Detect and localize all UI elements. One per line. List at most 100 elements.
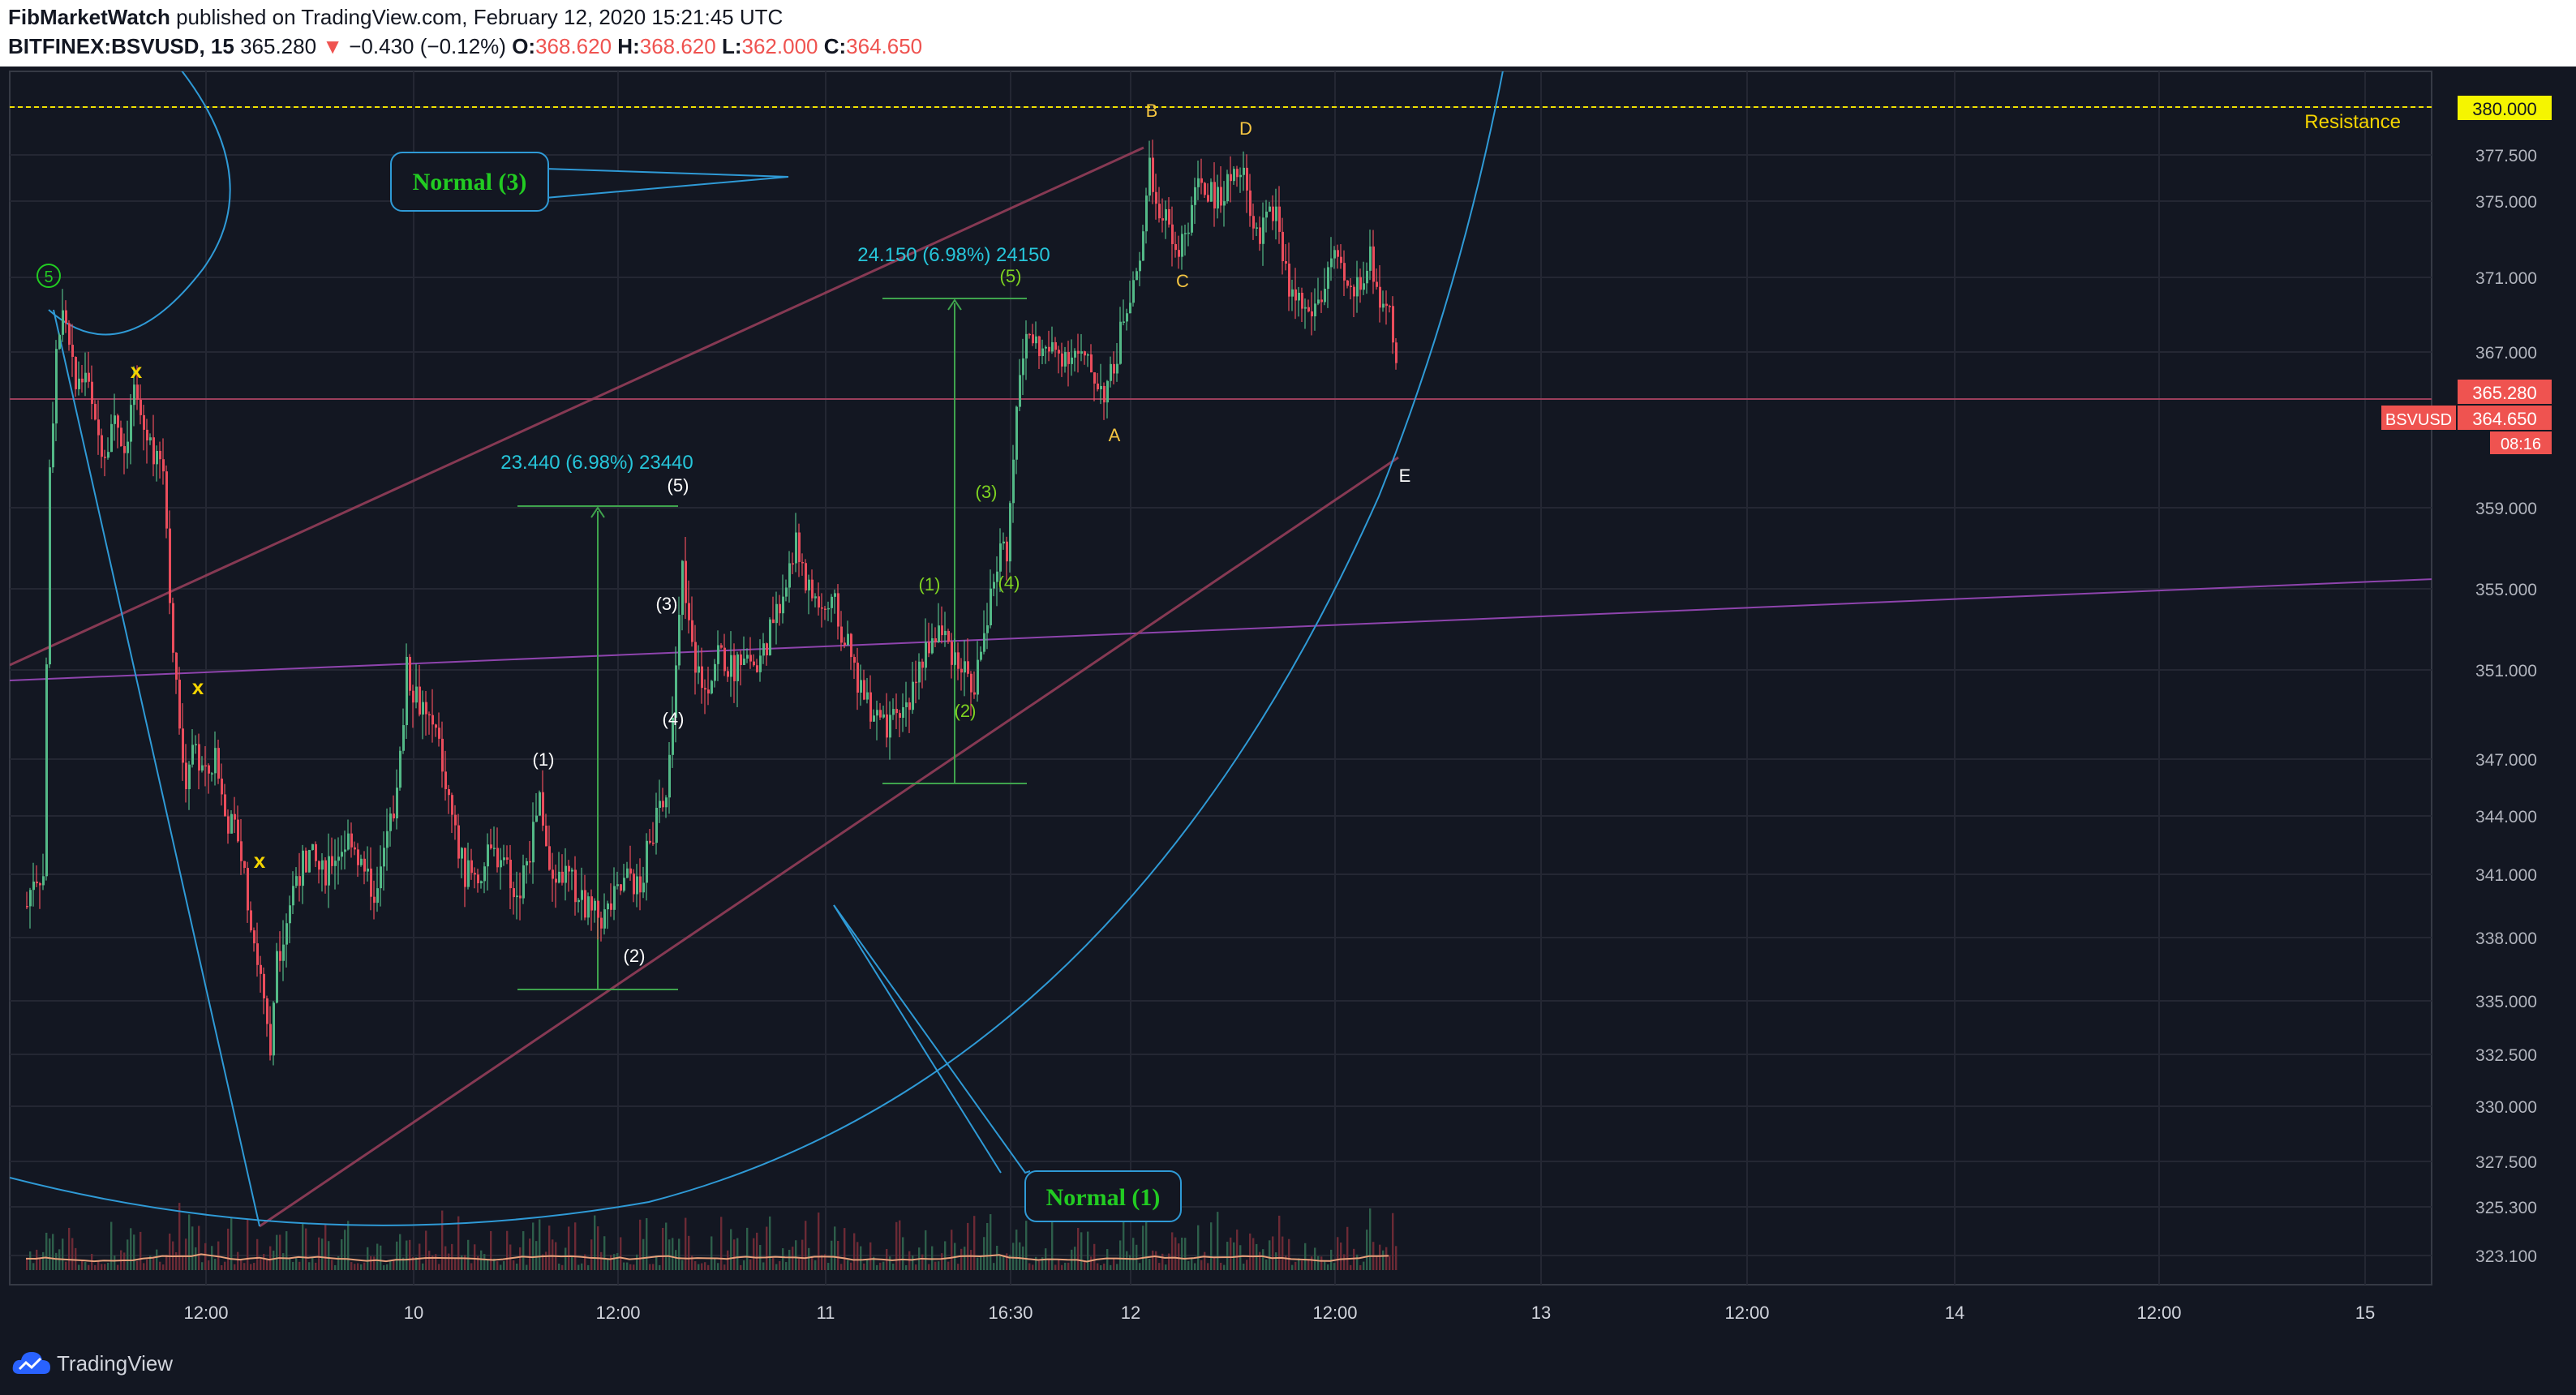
volume-bar [571,1256,573,1270]
volume-bar [234,1264,236,1270]
volume-bar [542,1254,544,1270]
candle [49,459,51,668]
candle [633,869,635,903]
candle [29,887,32,929]
volume-bar [876,1264,878,1270]
volume-bar [1213,1257,1216,1270]
candle [341,835,343,870]
volume-bar [701,1263,703,1270]
candle [652,822,655,846]
volume-bar [1337,1237,1339,1270]
volume-bar [522,1231,525,1270]
volume-bar [665,1222,668,1270]
candle [863,669,865,701]
channel-lower-line[interactable] [259,456,1399,1228]
tradingview-cloud-icon[interactable] [11,1350,52,1377]
volume-bar [1246,1260,1248,1270]
candle [127,420,129,469]
purple-trendline[interactable] [10,578,2433,681]
candle [71,324,74,377]
candle [659,779,661,823]
volume-bar [1051,1217,1054,1270]
candle [474,867,476,889]
candle [425,690,427,736]
volume-bar [39,1258,41,1270]
candle [629,845,632,881]
volume-bar [298,1261,301,1270]
white-wave-5: (5) [668,475,689,496]
candle [1058,346,1060,374]
volume-bar [990,1214,992,1270]
volume-bar [470,1263,473,1270]
candle [451,792,453,834]
volume-bar [720,1217,723,1270]
callout-normal-3[interactable]: Normal (3) [390,152,789,212]
tradingview-brand[interactable]: TradingView [57,1351,174,1376]
candle [393,795,395,822]
volume-bar [1061,1264,1063,1270]
candle [824,606,826,620]
price-axis[interactable]: 380.000 377.500 375.000 371.000 367.000 359.0… [2475,99,2537,1266]
candle [743,636,745,666]
volume-bar [302,1223,304,1270]
price-chart[interactable]: Normal (3) Normal (1) 23.440 (6.98%) 234… [0,67,2576,1333]
callout-normal-1[interactable]: Normal (1) [833,904,1182,1222]
candle [1087,353,1089,367]
x-tick-label: 12:00 [2136,1303,2181,1323]
candle [1311,292,1313,336]
candle [853,654,856,680]
volume-bar [1278,1215,1281,1270]
candle [1288,243,1290,311]
publisher-name[interactable]: FibMarketWatch [8,5,170,29]
candle [957,642,960,680]
candle [759,639,762,682]
volume-bar [188,1214,191,1270]
candle [1262,202,1264,266]
candle [1233,165,1235,185]
candle [389,807,392,847]
candle [775,591,778,645]
volume-bar [1392,1213,1394,1270]
volume-bar [237,1251,239,1270]
volume-bar [847,1260,849,1270]
candle [539,790,541,816]
candle [444,750,447,801]
volume-bar [448,1253,450,1270]
volume-bar [162,1264,165,1270]
y-tick-label: 377.500 [2475,147,2537,165]
volume-bar [292,1261,294,1270]
volume-bar [561,1264,564,1270]
candle [1015,406,1018,474]
volume-bar [496,1261,499,1270]
candle [182,703,184,781]
fib-arc-small[interactable] [48,67,231,336]
volume-bar [123,1252,126,1270]
candle [1382,290,1385,312]
candle [1200,158,1203,195]
volume-bar [844,1228,846,1270]
candle [938,603,940,643]
fib-fan-line[interactable] [53,309,260,1227]
volume-bar [944,1241,947,1270]
volume-bar [195,1247,197,1270]
channel-upper-line[interactable] [10,146,1144,667]
volume-bar [1194,1263,1196,1270]
volume-bar [1385,1247,1388,1270]
candle [1249,174,1252,227]
time-axis[interactable]: 12:00 10 12:00 11 16:30 12 12:00 13 12:00 14 12:00… [183,1303,2375,1323]
candle [1327,261,1329,308]
chart-area[interactable]: Normal (3) Normal (1) 23.440 (6.98%) 234… [0,67,2576,1333]
candle [178,667,181,735]
volume-bar [980,1256,982,1270]
volume-bar [263,1254,265,1270]
candle [1337,244,1339,269]
volume-bar [422,1263,424,1270]
fib-arc-large[interactable] [10,67,1504,1226]
volume-bar [594,1215,596,1270]
candle [256,922,259,977]
volume-bar [938,1261,940,1270]
measure-tool-2[interactable] [882,298,1027,784]
candle [1006,536,1008,581]
candle [1346,280,1349,289]
candle [954,638,956,666]
